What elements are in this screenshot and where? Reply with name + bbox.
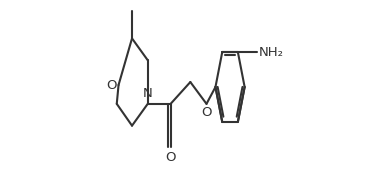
Text: O: O bbox=[165, 151, 176, 164]
Text: N: N bbox=[143, 87, 153, 100]
Text: O: O bbox=[201, 106, 212, 119]
Text: O: O bbox=[107, 78, 117, 91]
Text: NH₂: NH₂ bbox=[259, 46, 284, 59]
